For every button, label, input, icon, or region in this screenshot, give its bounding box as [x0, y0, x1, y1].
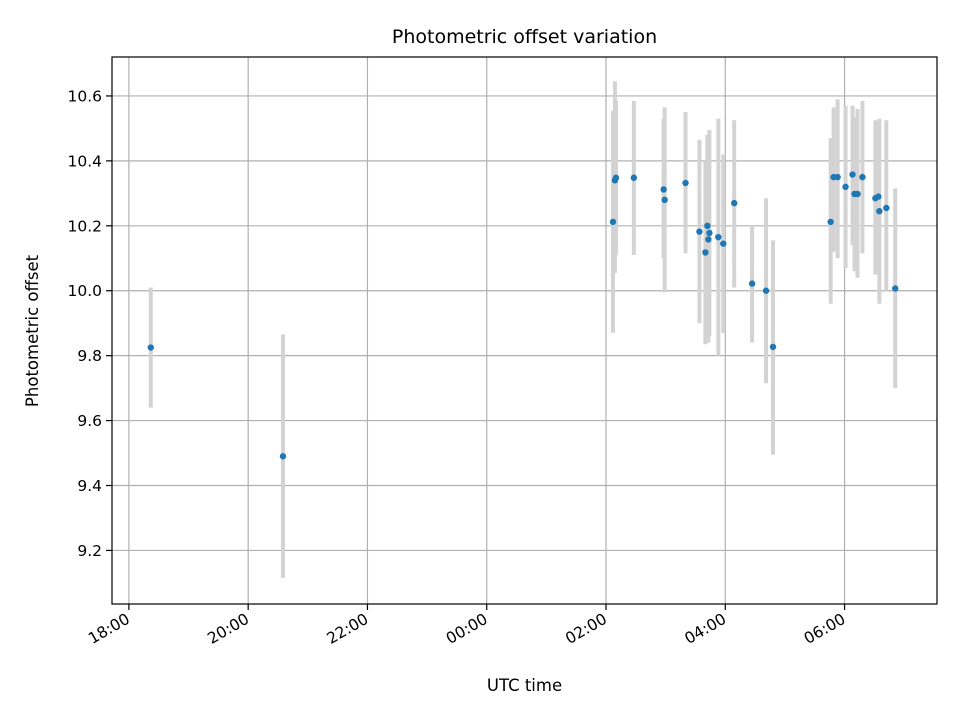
y-axis-ticks: 9.2 9.4 9.6 9.8 10.0 10.2 10.4 10.6: [67, 87, 112, 560]
data-point: [702, 249, 709, 256]
data-point: [612, 174, 620, 181]
data-point: [682, 179, 689, 187]
data-points: [147, 171, 899, 460]
error-bars: [148, 81, 898, 579]
grid: [112, 57, 937, 604]
y-tick-label: 10.0: [67, 282, 102, 300]
y-tick-label: 10.2: [67, 217, 102, 235]
data-point: [842, 183, 849, 191]
data-point: [876, 207, 883, 215]
y-tick-label: 10.6: [67, 87, 102, 105]
data-point: [892, 285, 899, 292]
data-point: [715, 233, 722, 241]
data-point: [849, 171, 856, 178]
x-axis-label: UTC time: [487, 676, 562, 695]
data-point: [748, 280, 756, 287]
y-tick-label: 9.6: [77, 412, 102, 430]
x-tick-label: 22:00: [324, 610, 372, 648]
data-point: [279, 453, 287, 460]
data-point: [859, 173, 866, 181]
data-point: [696, 228, 703, 235]
data-point: [720, 240, 727, 247]
x-tick-label: 04:00: [682, 610, 730, 648]
x-tick-label: 06:00: [801, 610, 849, 648]
data-point: [630, 174, 638, 181]
data-point: [661, 196, 668, 204]
data-point: [706, 229, 713, 237]
data-point: [762, 287, 770, 294]
chart-title: Photometric offset variation: [392, 26, 657, 48]
x-tick-label: 00:00: [443, 610, 491, 648]
data-point: [609, 218, 617, 226]
y-tick-label: 9.2: [77, 542, 102, 560]
data-point: [827, 218, 834, 226]
x-tick-label: 02:00: [562, 610, 610, 648]
data-point: [731, 199, 738, 207]
x-tick-label: 20:00: [204, 610, 252, 648]
data-point: [705, 236, 712, 243]
data-point: [834, 173, 841, 181]
x-tick-label: 18:00: [85, 610, 133, 648]
plot-frame: [111, 56, 938, 605]
data-point: [704, 222, 711, 230]
x-axis-ticks: 18:00 20:00 22:00 00:00 02:00 04:00 06:00: [85, 604, 849, 648]
data-point: [769, 343, 777, 351]
y-tick-label: 10.4: [67, 152, 102, 170]
data-point: [883, 204, 890, 212]
data-point: [660, 186, 667, 193]
data-point: [854, 190, 861, 198]
y-tick-label: 9.8: [77, 347, 102, 365]
data-point: [875, 193, 882, 200]
data-point: [147, 344, 154, 351]
y-axis-label: Photometric offset: [23, 254, 42, 407]
y-tick-label: 9.4: [77, 477, 102, 495]
